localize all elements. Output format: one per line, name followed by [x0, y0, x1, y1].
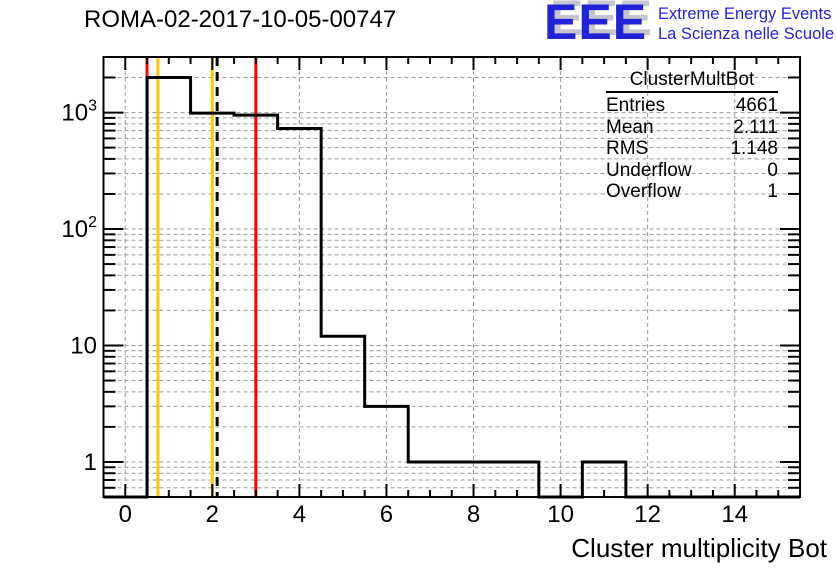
x-tick-label: 4: [293, 501, 306, 528]
eee-logo-line2: La Scienza nelle Scuole: [658, 25, 835, 43]
stats-value: 0: [767, 159, 778, 181]
y-tick-label: 103: [61, 98, 97, 127]
eee-logo-acronym: EEE: [544, 0, 648, 50]
eee-logo-text: Extreme Energy Events La Scienza nelle S…: [658, 4, 836, 44]
y-tick-label: 102: [61, 214, 97, 243]
marker-lines: [145, 57, 258, 497]
x-tick-label: 12: [634, 501, 661, 528]
y-tick-label: 1: [84, 449, 97, 476]
stats-rows: Entries 4661 Mean 2.111 RMS 1.148 Underflow 0 Ov…: [606, 95, 778, 203]
x-tick-labels: 0 2 4 6 8 10 12 14: [119, 501, 748, 528]
x-axis-title: Cluster multiplicity Bot: [571, 533, 828, 563]
stats-row-rms: RMS 1.148: [606, 138, 778, 160]
stats-value: 2.111: [733, 116, 778, 138]
stats-label: RMS: [606, 138, 649, 159]
stats-row-overflow: Overflow 1: [606, 181, 778, 203]
y-tick-labels: 1 10 102 103: [61, 98, 97, 476]
x-tick-label: 8: [467, 501, 480, 528]
histogram-outline: [103, 76, 800, 499]
stats-title: ClusterMultBot: [606, 70, 778, 93]
stats-label: Mean: [606, 116, 654, 138]
y-tick-label: 10: [70, 332, 97, 359]
eee-logo-line1: Extreme Energy Events: [658, 5, 832, 23]
plot-title: ROMA-02-2017-10-05-00747: [84, 6, 397, 33]
stats-box: ClusterMultBot Entries 4661 Mean 2.111 RMS 1.…: [606, 70, 778, 203]
axis-ticks: [103, 57, 800, 497]
x-tick-label: 14: [721, 501, 748, 528]
stats-row-mean: Mean 2.111: [606, 117, 778, 139]
x-tick-label: 2: [206, 501, 219, 528]
stats-row-underflow: Underflow 0: [606, 160, 778, 182]
x-tick-label: 6: [380, 501, 393, 528]
x-tick-label: 0: [119, 501, 132, 528]
stats-row-entries: Entries 4661: [606, 95, 778, 117]
stats-label: Entries: [606, 95, 666, 116]
stats-value: 4661: [735, 95, 778, 116]
stats-value: 1.148: [730, 138, 778, 159]
x-tick-label: 10: [547, 501, 574, 528]
stats-label: Overflow: [606, 181, 681, 202]
stats-label: Underflow: [606, 159, 692, 181]
stats-value: 1: [767, 181, 778, 202]
